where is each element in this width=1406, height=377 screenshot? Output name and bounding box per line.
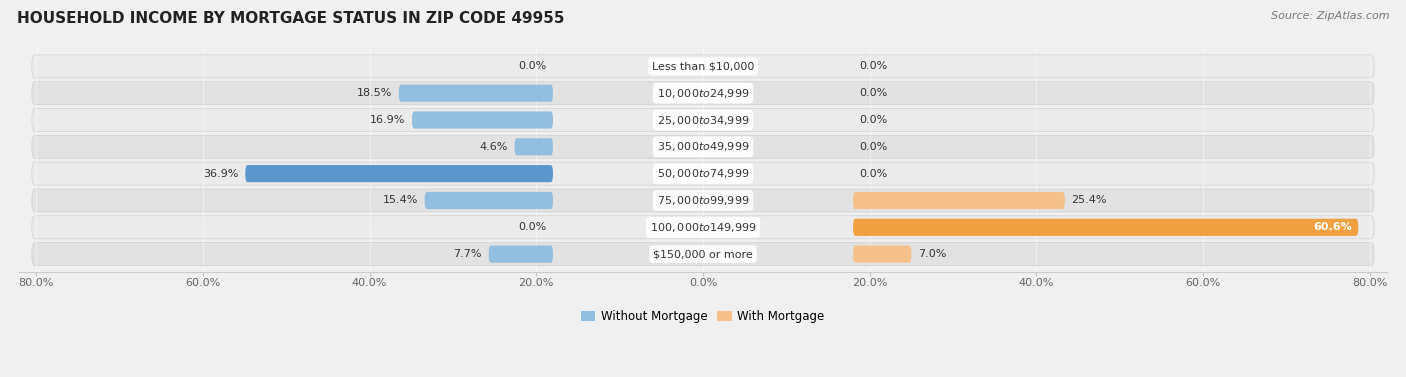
FancyBboxPatch shape	[32, 216, 1374, 239]
Text: 15.4%: 15.4%	[382, 195, 418, 205]
FancyBboxPatch shape	[32, 162, 1374, 185]
FancyBboxPatch shape	[412, 112, 553, 129]
Text: 25.4%: 25.4%	[1071, 195, 1107, 205]
Text: 60.6%: 60.6%	[1313, 222, 1351, 232]
Text: HOUSEHOLD INCOME BY MORTGAGE STATUS IN ZIP CODE 49955: HOUSEHOLD INCOME BY MORTGAGE STATUS IN Z…	[17, 11, 564, 26]
Text: $100,000 to $149,999: $100,000 to $149,999	[650, 221, 756, 234]
Text: 36.9%: 36.9%	[204, 169, 239, 179]
FancyBboxPatch shape	[489, 245, 553, 263]
Legend: Without Mortgage, With Mortgage: Without Mortgage, With Mortgage	[576, 305, 830, 328]
Text: $50,000 to $74,999: $50,000 to $74,999	[657, 167, 749, 180]
FancyBboxPatch shape	[853, 245, 911, 263]
Text: 16.9%: 16.9%	[370, 115, 405, 125]
Text: 0.0%: 0.0%	[859, 115, 889, 125]
FancyBboxPatch shape	[32, 82, 1374, 105]
FancyBboxPatch shape	[32, 55, 1374, 78]
Text: $150,000 or more: $150,000 or more	[654, 249, 752, 259]
FancyBboxPatch shape	[32, 109, 1374, 132]
Text: $35,000 to $49,999: $35,000 to $49,999	[657, 140, 749, 153]
FancyBboxPatch shape	[245, 165, 553, 182]
FancyBboxPatch shape	[32, 135, 1374, 158]
Text: 0.0%: 0.0%	[517, 222, 547, 232]
Text: $75,000 to $99,999: $75,000 to $99,999	[657, 194, 749, 207]
FancyBboxPatch shape	[515, 138, 553, 155]
FancyBboxPatch shape	[853, 192, 1064, 209]
Text: Source: ZipAtlas.com: Source: ZipAtlas.com	[1271, 11, 1389, 21]
Text: $25,000 to $34,999: $25,000 to $34,999	[657, 113, 749, 127]
Text: 0.0%: 0.0%	[859, 169, 889, 179]
FancyBboxPatch shape	[425, 192, 553, 209]
Text: 18.5%: 18.5%	[357, 88, 392, 98]
Text: 0.0%: 0.0%	[517, 61, 547, 71]
FancyBboxPatch shape	[32, 189, 1374, 212]
Text: 0.0%: 0.0%	[859, 88, 889, 98]
Text: 7.7%: 7.7%	[454, 249, 482, 259]
Text: Less than $10,000: Less than $10,000	[652, 61, 754, 71]
FancyBboxPatch shape	[853, 219, 1358, 236]
Text: 7.0%: 7.0%	[918, 249, 946, 259]
Text: 0.0%: 0.0%	[859, 142, 889, 152]
FancyBboxPatch shape	[399, 84, 553, 102]
Text: 0.0%: 0.0%	[859, 61, 889, 71]
FancyBboxPatch shape	[32, 242, 1374, 266]
Text: 4.6%: 4.6%	[479, 142, 508, 152]
Text: $10,000 to $24,999: $10,000 to $24,999	[657, 87, 749, 100]
